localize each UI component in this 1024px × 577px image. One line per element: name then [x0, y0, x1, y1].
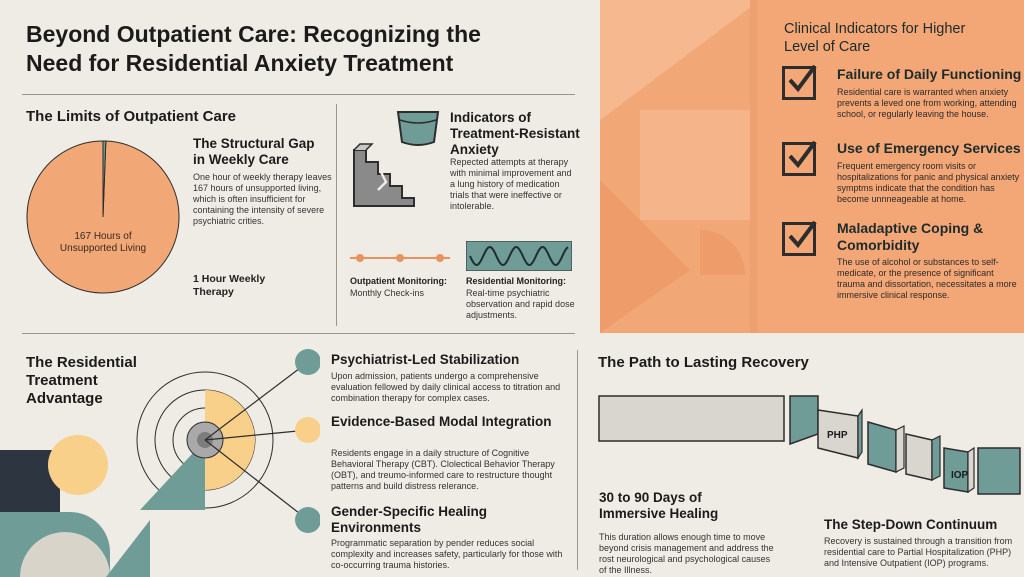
stairs-cup-icon [353, 111, 440, 207]
outpatient-monitoring-body: Monthly Check-ins [350, 288, 425, 298]
divider-vertical [336, 104, 337, 326]
checkbox-icon [782, 66, 816, 100]
days-title: 30 to 90 Days of Immersive Healing [599, 490, 719, 521]
residential-monitoring-title: Residential Monitoring: [466, 276, 566, 286]
step-title: The Step-Down Continuum [824, 517, 998, 532]
days-body: This duration allows enough time to move… [599, 532, 774, 575]
page-title: Beyond Outpatient Care: Recognizing the … [26, 20, 586, 78]
gap-title: The Structural Gap in Weekly Care [193, 136, 315, 167]
resistant-title: Indicators of Treatment-Resistant Anxiet… [450, 110, 580, 157]
residential-item-title: Evidence-Based Modal Integration [331, 414, 552, 429]
php-label: PHP [827, 430, 848, 441]
pie-label-therapy: 1 Hour Weekly Therapy [193, 273, 266, 298]
residential-item-title: Psychiatrist-Led Stabilization [331, 352, 520, 367]
outpatient-monitoring-icon [350, 254, 450, 262]
residential-monitoring-wave-icon [466, 241, 572, 271]
checkbox-icon [782, 142, 816, 176]
residential-item-title: Gender-Specific Healing Environments [331, 504, 488, 535]
limits-heading: The Limits of Outpatient Care [26, 108, 237, 125]
resistant-body: Repected attempts at therapy with minima… [450, 157, 572, 211]
step-body: Recovery is sustained through a transiti… [824, 536, 1013, 568]
gap-body: One hour of weekly therapy leaves 167 ho… [193, 172, 332, 226]
clinical-item-title: Failure of Daily Functioning [837, 66, 1022, 82]
clinical-item-title: Maladaptive Coping & Comorbidity [837, 220, 984, 253]
title-line-1: Beyond Outpatient Care: Recognizing the [26, 21, 481, 47]
title-line-2: Need for Residential Anxiety Treatment [26, 50, 454, 76]
check-mark-icon [788, 140, 817, 169]
hours-pie-chart [26, 140, 180, 294]
pie-slice-therapy [102, 140, 107, 218]
clinical-item-body: Residential care is warranted when anxie… [837, 87, 1017, 119]
clinical-item-body: The use of alcohol or substances to self… [837, 257, 1017, 300]
clinical-heading: Clinical Indicators for Higher Level of … [784, 21, 966, 55]
outpatient-monitoring-title: Outpatient Monitoring: [350, 276, 447, 286]
divider-vertical [577, 350, 578, 570]
recovery-heading: The Path to Lasting Recovery [598, 354, 809, 371]
clinical-item-body: Frequent emergency room visits or hospit… [837, 161, 1020, 204]
residential-monitoring-body: Real-time psychiatric observation and ra… [466, 288, 575, 320]
residential-item-body: Residents engage in a daily structure of… [331, 448, 555, 491]
residential-item-body: Upon admission, patients undergo a compr… [331, 371, 561, 403]
pie-label-unsupported: 167 Hours of Unsupported Living [59, 231, 147, 254]
step-down-diagram [598, 395, 1021, 495]
checkbox-icon [782, 222, 816, 256]
residential-item-body: Programmatic separation by pender reduce… [331, 538, 563, 570]
check-mark-icon [788, 220, 817, 249]
iop-label: IOP [951, 470, 969, 481]
clinical-panel-background [600, 0, 1024, 333]
clinical-item-title: Use of Emergency Services [837, 140, 1021, 156]
residential-heading: The Residential Treatment Advantage [26, 354, 137, 407]
divider [22, 94, 575, 95]
check-mark-icon [788, 64, 817, 93]
residential-radial-diagram [0, 349, 320, 577]
divider [22, 333, 575, 334]
